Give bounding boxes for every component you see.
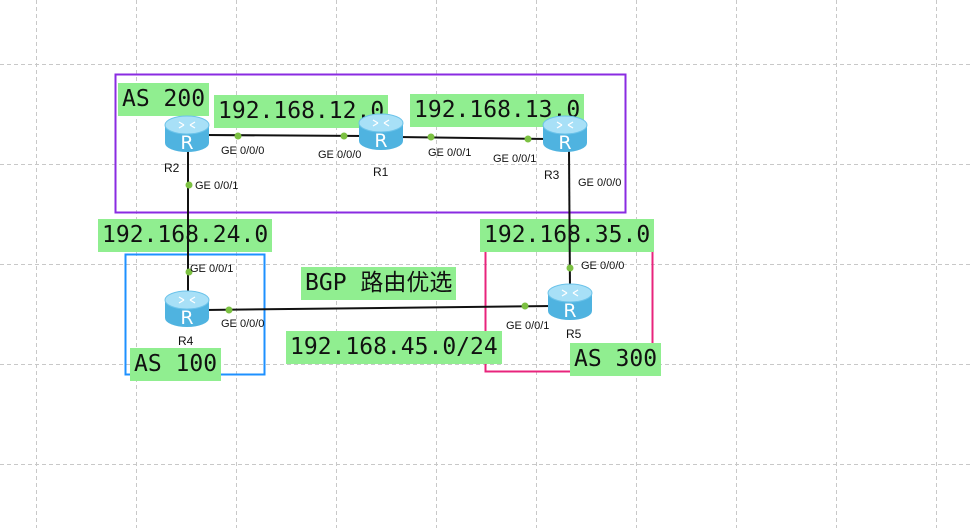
router-r3-icon[interactable]: R	[542, 115, 588, 154]
area-label-as100[interactable]: AS 100	[130, 348, 222, 381]
link-r1-r3[interactable]	[397, 136, 549, 140]
router-r2-icon[interactable]: R	[164, 115, 210, 154]
port-dot	[234, 132, 242, 140]
area-as200-box[interactable]	[114, 73, 627, 214]
svg-text:R: R	[180, 132, 193, 154]
router-name-r4: R4	[178, 334, 194, 348]
router-r5-icon[interactable]: R	[547, 283, 593, 322]
port-label: GE 0/0/1	[428, 147, 472, 159]
area-label-as300[interactable]: AS 300	[570, 343, 662, 376]
port-dot	[566, 264, 574, 272]
svg-text:R: R	[180, 307, 193, 329]
network-label-45[interactable]: 192.168.45.0/24	[286, 331, 502, 364]
svg-text:R: R	[558, 132, 571, 154]
network-label-13[interactable]: 192.168.13.0	[410, 94, 585, 127]
port-label: GE 0/0/1	[190, 263, 234, 275]
port-dot	[185, 268, 193, 276]
port-dot	[524, 135, 532, 143]
port-label: GE 0/0/0	[221, 145, 265, 157]
network-label-24[interactable]: 192.168.24.0	[98, 219, 273, 252]
port-label: GE 0/0/1	[493, 153, 537, 165]
svg-text:R: R	[374, 130, 387, 152]
port-dot	[427, 133, 435, 141]
link-r2-r1[interactable]	[204, 134, 366, 137]
port-dot	[185, 181, 193, 189]
port-label: GE 0/0/0	[221, 318, 265, 330]
router-name-r3: R3	[544, 168, 560, 182]
svg-text:R: R	[563, 300, 576, 322]
router-name-r5: R5	[566, 327, 582, 341]
router-name-r2: R2	[164, 161, 180, 175]
port-dot	[340, 132, 348, 140]
port-label: GE 0/0/0	[318, 149, 362, 161]
port-dot	[521, 302, 529, 310]
port-label: GE 0/0/1	[195, 180, 239, 192]
area-label-as200[interactable]: AS 200	[118, 83, 210, 116]
link-r4-r5[interactable]	[204, 305, 553, 311]
port-dot	[225, 306, 233, 314]
port-label: GE 0/0/0	[581, 260, 625, 272]
port-label: GE 0/0/1	[506, 320, 550, 332]
network-label-35[interactable]: 192.168.35.0	[480, 219, 655, 252]
router-r1-icon[interactable]: R	[358, 113, 404, 152]
router-r4-icon[interactable]: R	[164, 290, 210, 329]
router-name-r1: R1	[373, 165, 389, 179]
port-label: GE 0/0/0	[578, 177, 622, 189]
diagram-title[interactable]: BGP 路由优选	[301, 267, 457, 300]
